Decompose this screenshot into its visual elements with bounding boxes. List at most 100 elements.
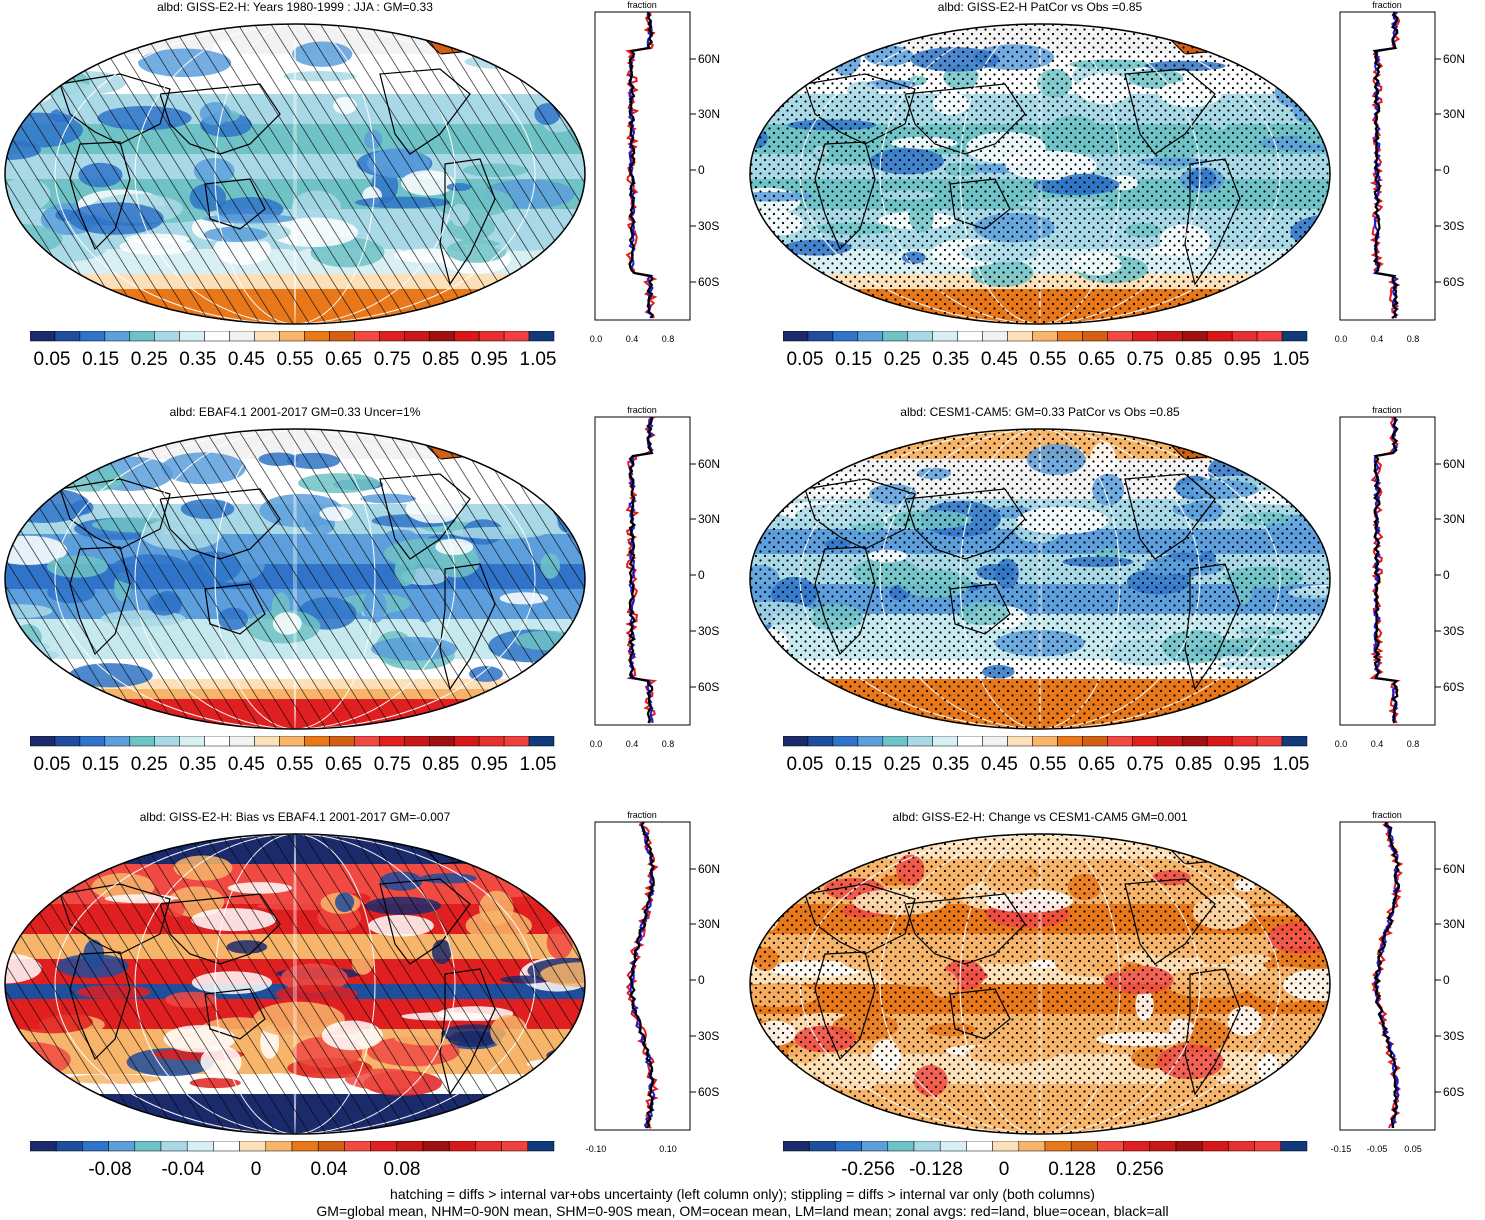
field-blob (5, 852, 35, 884)
colorbar-swatch (478, 736, 505, 747)
colorbar-swatch (1107, 736, 1133, 747)
colorbar-labels: -0.256 -0.128 0 0.128 0.256 (753, 1159, 1343, 1183)
colorbar-swatch (1082, 736, 1108, 747)
profile-frame (594, 416, 691, 726)
field-blob (1275, 664, 1330, 693)
profile-xtick-label: 0.0 (589, 334, 603, 344)
colorbar-tick-label: 0.25 (130, 349, 168, 370)
profile-lat-label: 30S (698, 624, 720, 638)
profile-lat-label: 60N (1443, 52, 1466, 66)
colorbar-tick-label: 0.15 (82, 349, 120, 370)
colorbar-swatch (832, 736, 859, 747)
profile-xtick-label: -0.10 (585, 1144, 607, 1154)
colorbar-swatch (108, 1141, 136, 1152)
colorbar-swatch (448, 1141, 476, 1152)
colorbar-swatch (1070, 1141, 1098, 1152)
map-field (5, 429, 585, 729)
colorbar-swatch (453, 331, 480, 342)
colorbar-swatch (1018, 1141, 1046, 1152)
zonal-profile (594, 416, 696, 726)
profile-xtick-label: -0.15 (1330, 1144, 1352, 1154)
profile-lat-label: 30S (1443, 1029, 1465, 1043)
colorbar-tick-label: 0.05 (33, 754, 71, 775)
colorbar-tick-label: 0.55 (276, 349, 314, 370)
colorbar-swatch (30, 331, 56, 342)
colorbar-swatch (835, 1141, 862, 1152)
footer-note-2: GM=global mean, NHM=0-90N mean, SHM=0-90… (316, 1203, 1169, 1219)
colorbar-swatch (857, 736, 884, 747)
colorbar-tick-label: 0.65 (325, 754, 363, 775)
profile-lat-label: 30N (698, 917, 721, 931)
colorbar-swatch (1280, 1141, 1308, 1152)
field-blob (541, 44, 585, 79)
profile-xtick-label: 0.4 (1370, 334, 1384, 344)
field-blob (15, 484, 44, 495)
colorbar-swatch (882, 331, 909, 342)
colorbar-tick-label: 0.95 (1223, 754, 1261, 775)
colorbar-swatch (1097, 1141, 1124, 1152)
profile-lat-label: 30N (1443, 512, 1466, 526)
colorbar-swatch (932, 331, 958, 342)
colorbar-swatch (428, 736, 455, 747)
profile-lat-label: 30N (698, 107, 721, 121)
map-field (750, 429, 1330, 729)
field-blob (1316, 231, 1330, 252)
colorbar-tick-label: 0.55 (1029, 349, 1067, 370)
colorbar-swatch (1132, 736, 1158, 747)
profile-lat-label: 60S (698, 1085, 720, 1099)
hatching-overlay (5, 24, 585, 324)
colorbar-swatch (422, 1141, 450, 1152)
profile-frame (1339, 11, 1436, 321)
colorbar-tick-label: 1.05 (519, 754, 557, 775)
field-blob (35, 664, 55, 675)
colorbar-swatch (354, 736, 380, 747)
colorbar-swatch (204, 736, 230, 747)
field-blob (750, 42, 787, 72)
profile-xtick-label: 0.8 (661, 334, 675, 344)
colorbar-tick-label: 0.85 (1175, 349, 1213, 370)
colorbar-tick-label: -0.04 (161, 1159, 205, 1180)
map-field (5, 24, 585, 324)
all-zonal-line (1372, 416, 1399, 724)
colorbar-swatch (30, 1141, 57, 1152)
colorbar-swatch (179, 331, 205, 342)
colorbar-swatch (528, 736, 555, 747)
profile-lat-label: 0 (698, 973, 705, 987)
profile-lat-label: 60S (1443, 275, 1465, 289)
colorbar-swatch (30, 736, 56, 747)
colorbar-tick-label: 0.05 (786, 754, 824, 775)
profile-lat-label: 60N (698, 457, 721, 471)
world-map (749, 23, 1331, 325)
zonal-profile (594, 821, 696, 1131)
colorbar-swatch (1032, 736, 1058, 747)
field-blob (1319, 1038, 1330, 1065)
colorbar-tick-label: 0.85 (422, 754, 460, 775)
colorbar-tick-label: 0.25 (883, 349, 921, 370)
colorbar-swatch (1123, 1141, 1151, 1152)
colorbar-tick-label: 0.15 (835, 349, 873, 370)
profile-title: fraction (1372, 810, 1402, 820)
panel-title: albd: GISS-E2-H: Bias vs EBAF4.1 2001-20… (139, 810, 451, 824)
colorbar-tick-label: 0.55 (276, 754, 314, 775)
field-blob (787, 65, 808, 87)
footer-note-1: hatching = diffs > internal var+obs unce… (390, 1186, 1095, 1202)
colorbar-swatch (783, 736, 809, 747)
profile-xtick-label: 0.10 (659, 1144, 677, 1154)
colorbar-swatch (54, 736, 81, 747)
colorbar-swatch (370, 1141, 398, 1152)
colorbar-swatch (55, 1141, 83, 1152)
panel-title: albd: EBAF4.1 2001-2017 GM=0.33 Uncer=1% (169, 405, 421, 419)
zonal-profile (594, 11, 696, 321)
colorbar-swatch (1231, 331, 1258, 342)
profile-title: fraction (627, 810, 657, 820)
profile-lat-label: 30N (698, 512, 721, 526)
field-blob (5, 876, 68, 901)
colorbar-swatch (379, 736, 405, 747)
ocean-zonal-line (629, 821, 656, 1129)
colorbar-swatch (808, 1141, 836, 1152)
profile-title: fraction (1372, 0, 1402, 10)
colorbar-swatch (54, 331, 81, 342)
all-zonal-line (627, 11, 654, 319)
profile-lat-label: 60S (698, 680, 720, 694)
zonal-profile (1339, 416, 1441, 726)
